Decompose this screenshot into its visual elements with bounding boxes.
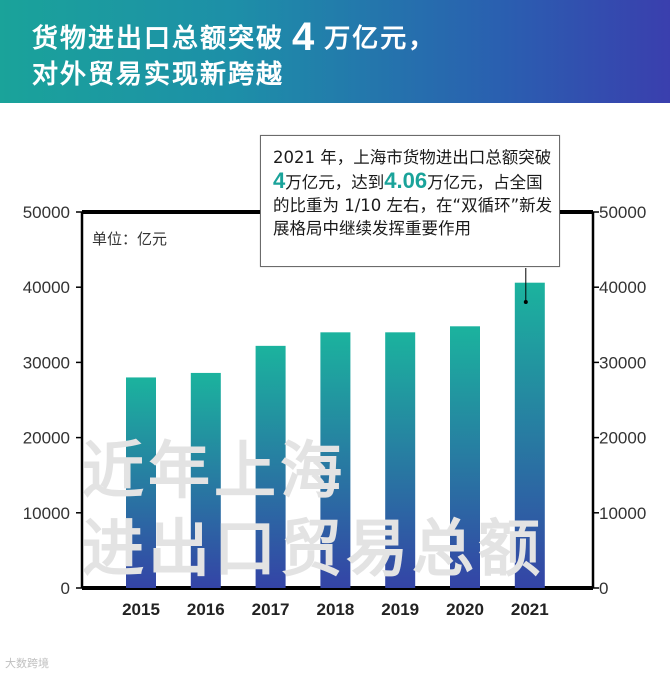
y-tick-label-left: 20000 <box>23 429 70 448</box>
source-credit: 大数跨境 <box>5 657 49 670</box>
y-tick-label-right: 10000 <box>599 504 646 523</box>
callout-leader-dot <box>523 300 528 304</box>
x-tick-label-2016: 2016 <box>187 600 225 619</box>
x-tick-label-2018: 2018 <box>316 600 354 619</box>
x-tick-label-2020: 2020 <box>446 600 484 619</box>
headline-text-a: 货物进出口总额突破 <box>32 24 285 54</box>
bar-2017 <box>255 345 286 588</box>
callout-text-b: 万亿元，达到 <box>285 173 385 192</box>
y-tick-label-right: 30000 <box>599 353 646 372</box>
bar-2016 <box>190 372 221 588</box>
x-tick-label-2019: 2019 <box>381 600 419 619</box>
watermark-line-2: 进出口贸易总额 <box>82 512 544 585</box>
x-tick-label-2015: 2015 <box>122 600 160 619</box>
headline-number: 4 <box>292 15 317 59</box>
bar-2020 <box>450 326 480 588</box>
headline-line-2: 对外贸易实现新跨越 <box>32 60 285 90</box>
x-tick-label-2021: 2021 <box>511 600 549 619</box>
y-tick-label-left: 10000 <box>23 504 70 523</box>
y-tick-label-left: 50000 <box>23 203 70 222</box>
y-tick-label-right: 40000 <box>599 278 646 297</box>
y-tick-label-right: 20000 <box>599 429 646 448</box>
unit-label: 单位：亿元 <box>92 230 168 248</box>
bar-2019 <box>385 332 416 588</box>
bar-2018 <box>320 332 351 588</box>
bar-2015 <box>126 377 156 588</box>
headline-line-1: 货物进出口总额突破 4 万亿元， <box>32 12 437 59</box>
title-banner: 货物进出口总额突破 4 万亿元， 对外贸易实现新跨越 <box>0 0 670 103</box>
headline-text-b: 万亿元， <box>324 24 437 54</box>
annotation-callout: 2021 年，上海市货物进出口总额突破4万亿元，达到4.06万亿元，占全国的比重… <box>260 135 560 267</box>
bar-2021 <box>514 282 545 588</box>
callout-text-c: 万亿元，占全国的比重为 1/10 左右，在“双循环”新发展格局中继续发挥重要作用 <box>273 173 553 238</box>
y-tick-label-left: 40000 <box>23 278 70 297</box>
callout-number-a: 4 <box>273 168 286 193</box>
callout-text-a: 2021 年，上海市货物进出口总额突破 <box>273 148 552 167</box>
callout-number-b: 4.06 <box>384 168 428 193</box>
y-tick-label-right: 50000 <box>599 203 646 222</box>
watermark-line-1: 近年上海 <box>82 434 346 507</box>
x-tick-label-2017: 2017 <box>252 600 290 619</box>
y-tick-label-left: 0 <box>61 579 70 598</box>
y-tick-label-left: 30000 <box>23 353 70 372</box>
y-tick-label-right: 0 <box>599 579 608 598</box>
